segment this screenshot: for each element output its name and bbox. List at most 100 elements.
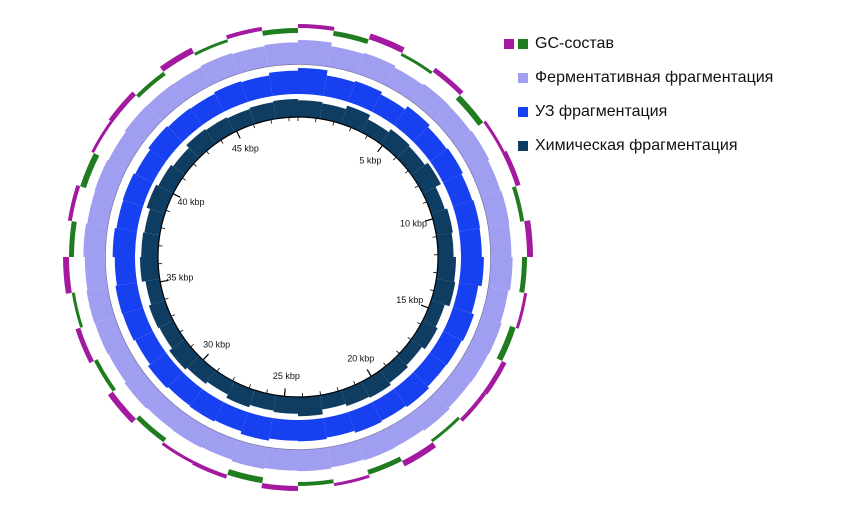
coverage-bar xyxy=(489,257,513,291)
gc-bar xyxy=(194,39,228,55)
major-tick xyxy=(421,305,428,308)
coverage-bar xyxy=(482,191,510,227)
minor-tick xyxy=(415,186,418,188)
coverage-bar xyxy=(328,46,364,73)
major-tick xyxy=(378,145,383,151)
minor-tick xyxy=(171,315,175,317)
x-tick-label: 25 kbp xyxy=(273,371,300,381)
gc-bar xyxy=(524,220,533,257)
minor-tick xyxy=(271,120,272,124)
gc-bar xyxy=(298,24,334,31)
minor-tick xyxy=(267,390,268,394)
legend-label: Ферментативная фрагментация xyxy=(535,69,773,86)
x-tick-label: 10 kbp xyxy=(400,219,427,229)
minor-tick xyxy=(365,135,367,138)
minor-tick xyxy=(316,118,317,122)
minor-tick xyxy=(354,381,356,385)
legend-swatch xyxy=(518,73,528,83)
minor-tick xyxy=(253,124,254,128)
major-tick xyxy=(367,369,371,376)
minor-tick xyxy=(320,391,321,395)
coverage-bar xyxy=(273,99,298,119)
minor-tick xyxy=(194,164,197,167)
minor-tick xyxy=(417,322,421,324)
minor-tick xyxy=(396,351,399,354)
coverage-bar xyxy=(489,224,512,257)
minor-tick xyxy=(430,290,434,291)
coverage-bar xyxy=(298,40,332,66)
gc-bar xyxy=(333,31,369,44)
minor-tick xyxy=(333,122,334,126)
minor-tick xyxy=(350,127,352,131)
minor-tick xyxy=(233,377,235,381)
coverage-bar xyxy=(298,395,323,416)
gc-bar xyxy=(512,186,524,222)
coverage-bar xyxy=(144,209,165,235)
gc-bar xyxy=(72,292,83,327)
gc-bar xyxy=(516,293,527,329)
coverage-bar xyxy=(113,228,137,257)
coverage-bar xyxy=(87,191,114,227)
gc-bar xyxy=(497,326,516,361)
x-tick-label: 20 kbp xyxy=(347,354,374,364)
track-baseline xyxy=(105,64,491,450)
coverage-bar xyxy=(265,448,298,471)
minor-tick xyxy=(393,157,396,160)
legend-label: Химическая фрагментация xyxy=(535,137,737,154)
coverage-bar xyxy=(436,233,453,257)
coverage-bar xyxy=(232,441,268,469)
coverage-bar xyxy=(140,257,160,282)
minor-tick xyxy=(423,202,427,204)
gc-bar xyxy=(298,479,334,486)
minor-tick xyxy=(217,368,219,371)
gc-bar xyxy=(369,34,405,53)
coverage-bar xyxy=(85,257,108,290)
minor-tick xyxy=(337,387,338,391)
minor-tick xyxy=(166,210,170,211)
minor-tick xyxy=(221,140,223,143)
gc-bar xyxy=(68,185,80,221)
gc-bar xyxy=(94,359,116,391)
coverage-bar xyxy=(232,46,268,73)
minor-tick xyxy=(182,178,185,180)
gc-bar xyxy=(109,92,136,123)
gc-bar xyxy=(460,392,487,422)
legend-swatch xyxy=(518,39,528,49)
gc-bar xyxy=(483,121,504,153)
coverage-bar xyxy=(273,395,298,414)
gc-bar xyxy=(80,153,99,188)
x-tick-label: 5 kbp xyxy=(359,156,381,166)
coverage-bar xyxy=(115,257,137,286)
gc-bar xyxy=(401,53,433,74)
coverage-bar xyxy=(436,257,456,282)
minor-tick xyxy=(180,330,183,332)
gc-bar xyxy=(433,68,464,95)
gc-bar xyxy=(262,28,298,36)
minor-tick xyxy=(165,298,169,299)
gc-bar xyxy=(75,328,94,363)
major-tick xyxy=(284,388,285,396)
gc-bar xyxy=(63,257,72,294)
coverage-bar xyxy=(482,287,509,323)
minor-tick xyxy=(433,237,437,238)
legend-label: GC-состав xyxy=(535,35,614,52)
coverage-bar xyxy=(269,71,298,96)
coverage-bar xyxy=(320,103,346,124)
major-tick xyxy=(237,131,241,138)
coverage-bar xyxy=(459,257,484,286)
minor-tick xyxy=(384,363,387,366)
x-tick-label: 35 kbp xyxy=(166,273,193,283)
gc-bar xyxy=(91,121,112,153)
coverage-bar xyxy=(250,390,276,411)
gc-bar xyxy=(69,221,77,257)
gc-bar xyxy=(519,257,527,293)
gc-bar xyxy=(226,27,262,39)
gc-bar xyxy=(108,392,136,424)
x-tick-label: 40 kbp xyxy=(177,197,204,207)
gc-bar xyxy=(502,151,521,186)
gc-bar xyxy=(162,442,194,463)
legend-swatch xyxy=(518,141,528,151)
coverage-bar xyxy=(459,228,482,257)
gc-bar xyxy=(402,442,436,466)
coverage-bar xyxy=(83,223,107,257)
